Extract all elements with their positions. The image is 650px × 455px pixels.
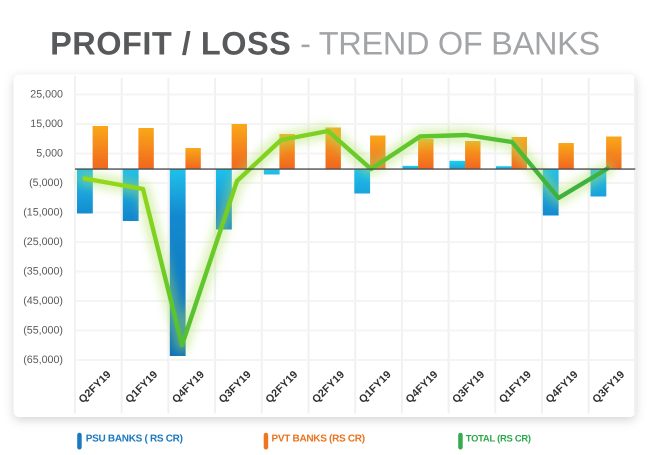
svg-text:5,000: 5,000 (36, 147, 63, 159)
svg-text:(35,000): (35,000) (23, 265, 63, 277)
svg-text:PROFIT / LOSS - TREND OF BANKS: PROFIT / LOSS - TREND OF BANKS (50, 26, 600, 62)
svg-text:(65,000): (65,000) (23, 354, 63, 366)
svg-text:15,000: 15,000 (30, 118, 63, 130)
svg-text:TOTAL (RS CR): TOTAL (RS CR) (466, 433, 531, 444)
svg-text:(25,000): (25,000) (23, 236, 63, 248)
svg-text:(45,000): (45,000) (23, 295, 63, 307)
svg-text:PVT BANKS (RS CR): PVT BANKS (RS CR) (272, 434, 365, 445)
svg-text:25,000: 25,000 (30, 88, 63, 100)
svg-text:(55,000): (55,000) (23, 324, 63, 336)
svg-text:(5,000): (5,000) (29, 177, 63, 189)
svg-text:(15,000): (15,000) (23, 206, 63, 218)
svg-text:PSU BANKS ( RS CR): PSU BANKS ( RS CR) (86, 434, 183, 445)
